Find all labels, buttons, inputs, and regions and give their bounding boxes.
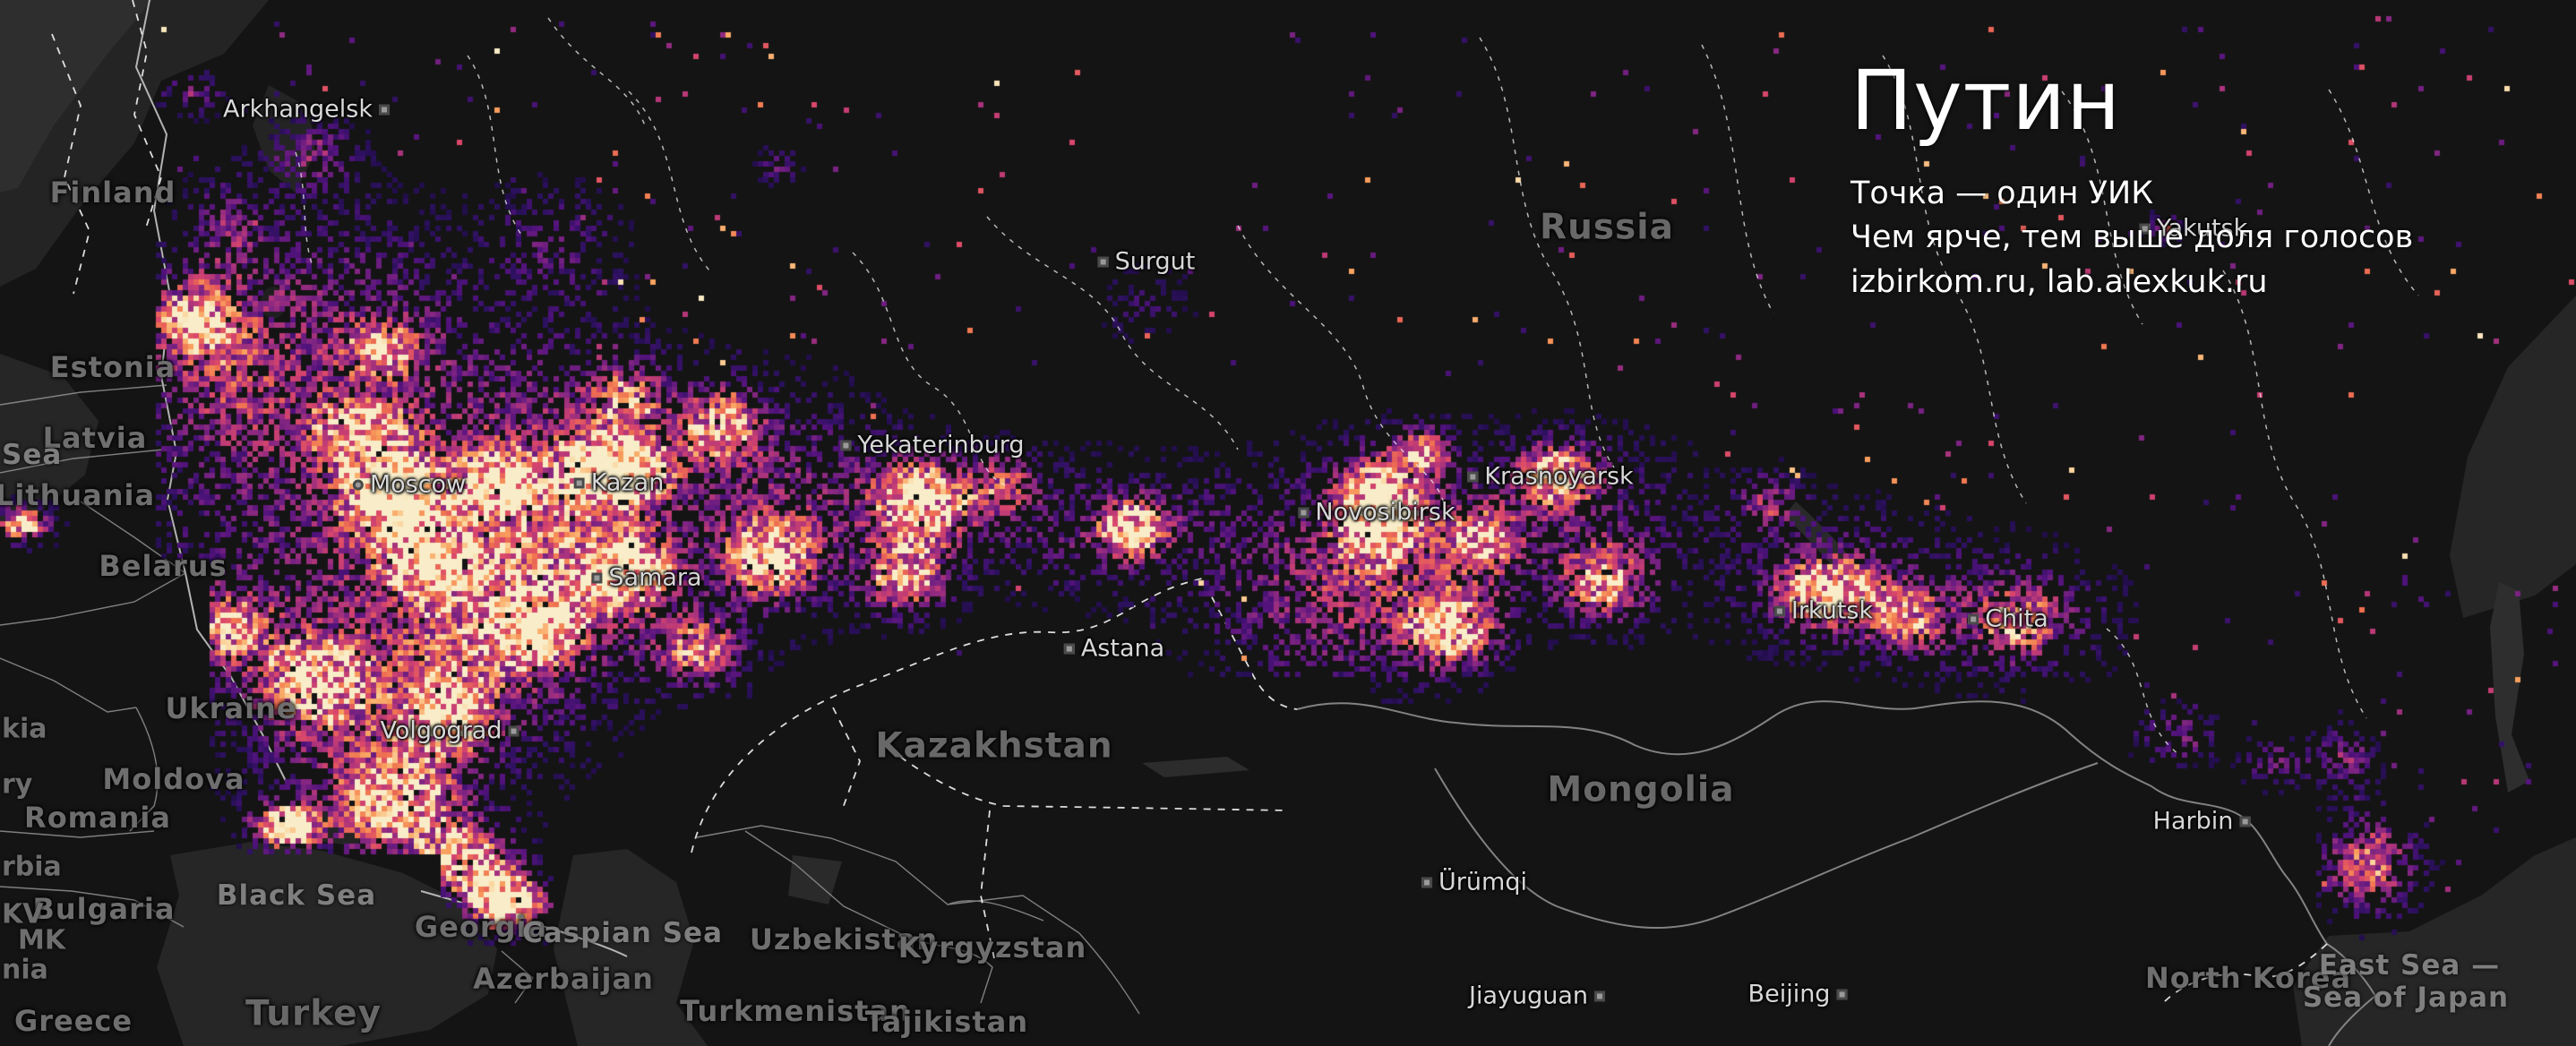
subtitle-line-1: Точка — один УИК [1850, 175, 2154, 211]
map-title: Путин Точка — один УИК Чем ярче, тем выш… [1850, 54, 2413, 305]
page-title: Путин [1850, 53, 2122, 149]
subtitle-line-3: izbirkom.ru, lab.alexkuk.ru [1850, 264, 2268, 301]
subtitle-line-2: Чем ярче, тем выше доля голосов [1850, 219, 2414, 256]
